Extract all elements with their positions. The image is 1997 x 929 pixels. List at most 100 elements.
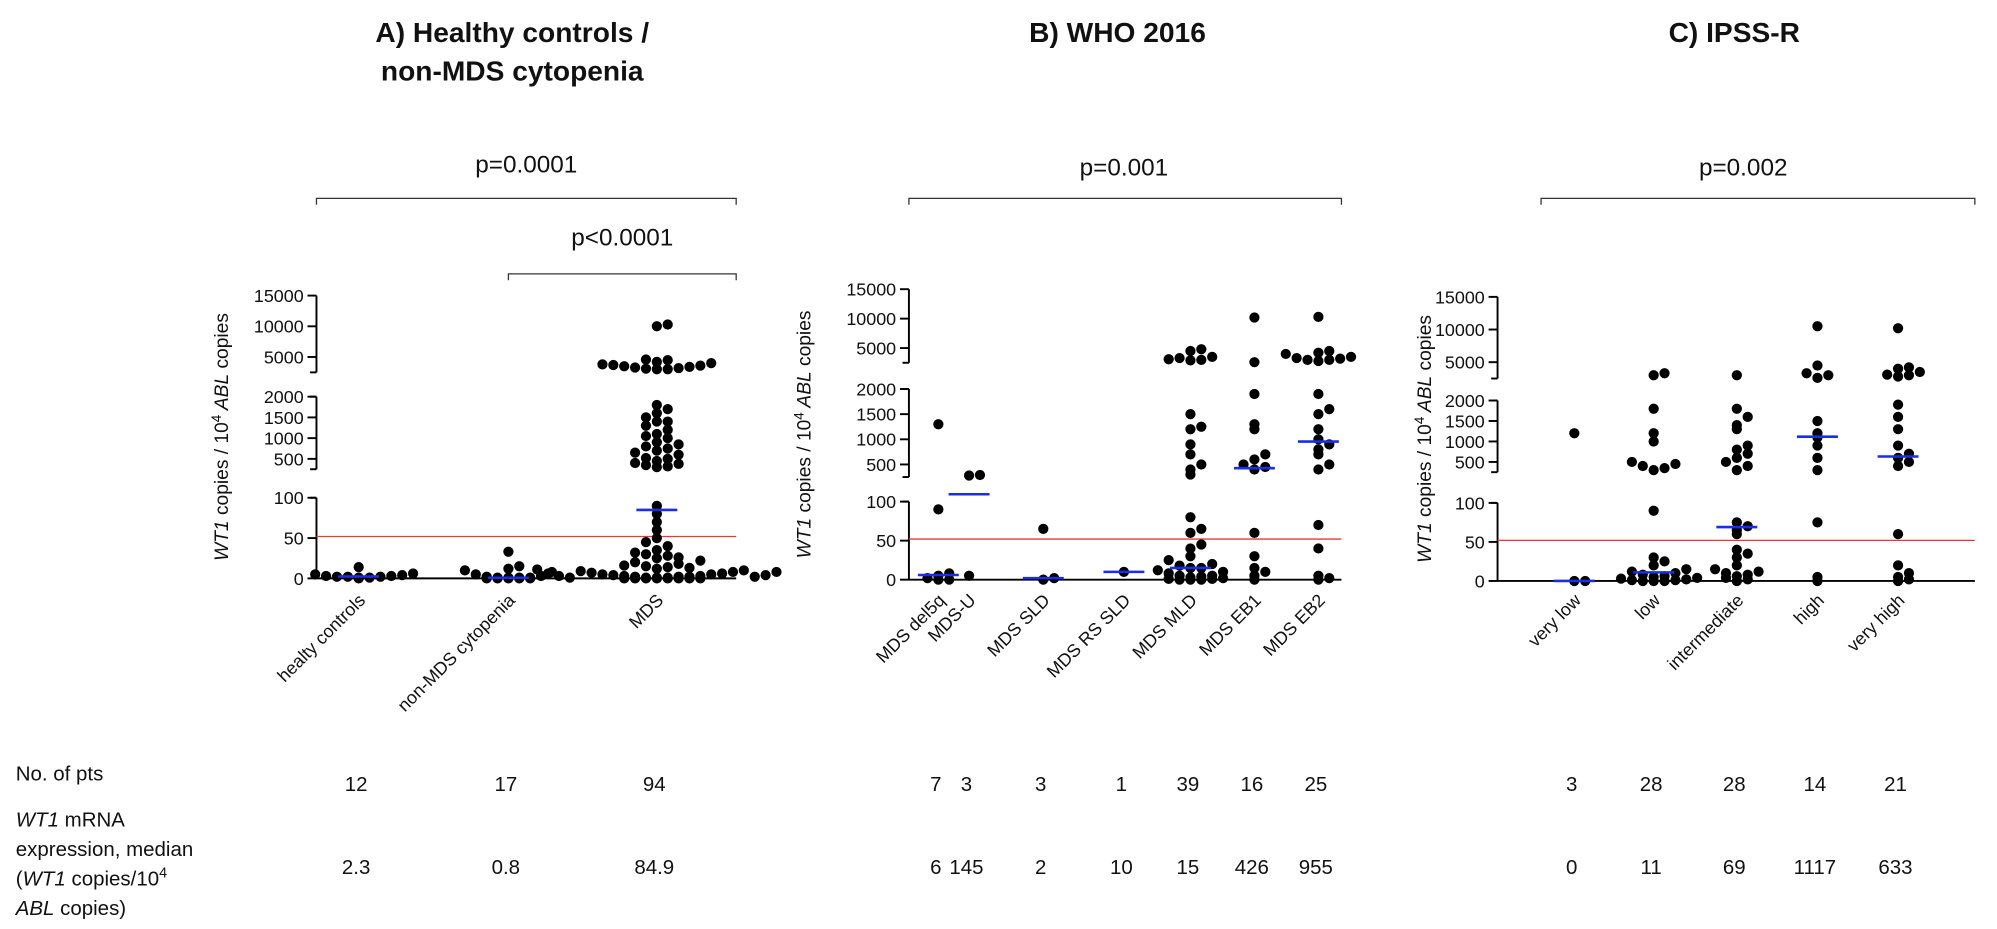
data-point <box>503 563 514 574</box>
data-point <box>1903 568 1915 579</box>
data-point <box>1731 552 1742 563</box>
data-point <box>1249 454 1260 465</box>
data-point <box>1892 571 1904 583</box>
data-point <box>514 561 525 572</box>
data-point <box>1648 571 1659 583</box>
y-tick-label: 1000 <box>264 429 304 449</box>
data-point <box>1731 560 1742 571</box>
data-point <box>662 461 673 472</box>
y-tick-label: 500 <box>274 449 304 469</box>
data-point <box>1185 572 1196 583</box>
data-point <box>310 569 321 580</box>
y-tick-label: 500 <box>1455 452 1485 472</box>
data-point <box>1812 372 1823 383</box>
data-point <box>1345 351 1357 363</box>
count-cell: 28 <box>1640 773 1663 796</box>
count-cell: 1 <box>1116 773 1127 796</box>
y-tick-label: 0 <box>1475 571 1485 591</box>
x-tick-label: MDS EB2 <box>1259 590 1329 660</box>
text-part: 4 <box>159 865 167 881</box>
text-part: 4 <box>1412 416 1427 424</box>
x-tick-label: low <box>1631 590 1664 623</box>
x-tick-label: MDS EB1 <box>1195 590 1265 660</box>
y-tick-label: 1000 <box>1445 432 1485 452</box>
data-point <box>651 364 662 375</box>
data-point <box>1249 419 1260 430</box>
data-point <box>1709 564 1721 575</box>
data-point <box>1291 352 1302 364</box>
y-tick-label: 1500 <box>264 408 304 428</box>
data-point <box>1742 440 1753 451</box>
data-point <box>1670 575 1681 586</box>
median-cell: 955 <box>1299 856 1333 879</box>
text-part: 4 <box>209 414 224 422</box>
data-point <box>1324 354 1335 365</box>
data-point <box>1626 456 1638 468</box>
data-point <box>640 412 652 423</box>
data-point <box>1249 357 1260 368</box>
count-cell: 7 <box>930 773 941 796</box>
data-point <box>1038 574 1049 585</box>
median-cell: 2.3 <box>342 856 370 879</box>
text-part: copies / 10 <box>1415 424 1436 522</box>
data-point <box>1648 465 1659 476</box>
data-point <box>640 561 652 572</box>
text-part: copies <box>1415 315 1436 376</box>
median-cell: 69 <box>1723 856 1746 879</box>
data-point <box>1185 551 1196 562</box>
data-point <box>684 562 695 574</box>
median-cell: 2 <box>1035 856 1046 879</box>
data-point <box>662 319 673 330</box>
data-point <box>1313 444 1324 455</box>
data-point <box>1185 409 1196 420</box>
data-point <box>597 359 608 370</box>
data-point <box>1185 345 1196 357</box>
data-point <box>525 572 536 583</box>
text-part: ( <box>16 867 23 890</box>
data-point <box>662 550 673 561</box>
count-cell: 39 <box>1176 773 1199 796</box>
data-point <box>1648 552 1659 563</box>
x-tick-label: MDS RS SLD <box>1043 590 1135 682</box>
data-point <box>651 532 662 544</box>
data-point <box>1207 558 1218 570</box>
data-point <box>459 565 471 576</box>
data-point <box>651 321 662 332</box>
data-point <box>1681 574 1692 585</box>
p-value: p=0.0001 <box>475 152 577 179</box>
text-part: copies <box>212 313 233 374</box>
median-cell: 15 <box>1176 856 1199 879</box>
y-tick-label: 15000 <box>846 280 896 300</box>
data-point <box>503 546 514 557</box>
x-tick-label: MDS <box>625 590 667 632</box>
count-cell: 28 <box>1723 773 1746 796</box>
data-point <box>1196 459 1207 470</box>
x-tick-label: MDS MLD <box>1128 590 1201 663</box>
text-part: 4 <box>791 412 806 420</box>
data-point <box>1163 354 1174 365</box>
data-point <box>407 568 419 579</box>
p-value: p<0.0001 <box>571 225 673 252</box>
data-point <box>1313 347 1324 358</box>
data-point <box>1914 366 1925 378</box>
data-point <box>1742 411 1753 423</box>
data-point <box>1812 321 1823 332</box>
count-cell: 12 <box>345 773 368 796</box>
data-point <box>619 570 630 582</box>
data-point <box>470 569 481 580</box>
data-point <box>727 566 739 578</box>
y-tick-label: 5000 <box>264 347 304 367</box>
data-point <box>640 572 652 583</box>
data-point <box>640 354 652 365</box>
data-point <box>651 445 662 456</box>
data-point <box>1207 570 1218 581</box>
data-point <box>662 572 673 583</box>
data-point <box>1892 399 1904 410</box>
panel-title: B) WHO 2016 <box>1029 17 1206 48</box>
data-point <box>651 508 662 520</box>
data-point <box>651 399 662 411</box>
data-point <box>1313 543 1324 554</box>
row-label: No. of pts <box>16 763 104 786</box>
data-point <box>1313 355 1324 367</box>
data-point <box>1659 368 1670 379</box>
